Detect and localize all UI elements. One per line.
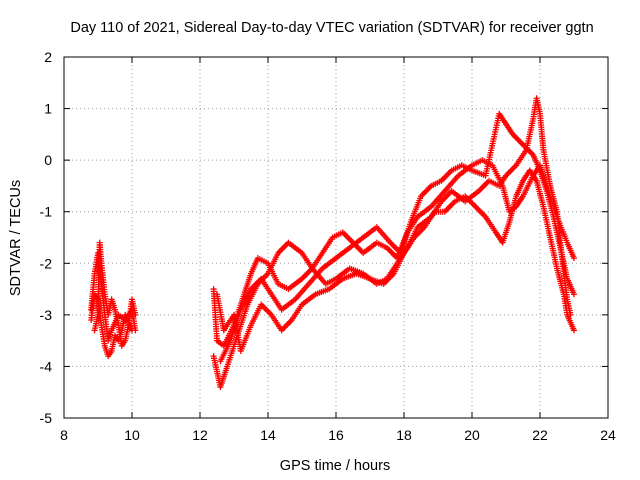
- x-tick-label: 22: [532, 427, 548, 443]
- data-points: [88, 95, 577, 391]
- data-point: [132, 311, 139, 318]
- chart-title: Day 110 of 2021, Sidereal Day-to-day VTE…: [70, 20, 593, 36]
- y-tick-label: -5: [40, 410, 53, 426]
- data-point: [571, 327, 577, 334]
- x-tick-label: 18: [396, 427, 412, 443]
- x-tick-label: 14: [260, 427, 276, 443]
- y-axis-label: SDTVAR / TECUs: [8, 180, 24, 296]
- y-tick-label: -4: [40, 358, 53, 374]
- data-point: [571, 255, 577, 262]
- y-tick-label: -2: [40, 255, 53, 271]
- data-point: [571, 291, 577, 298]
- y-axis-ticks: -5 -4 -3 -2 -1 0 1 2: [40, 49, 608, 426]
- x-tick-label: 16: [328, 427, 344, 443]
- x-axis-label: GPS time / hours: [280, 458, 390, 474]
- y-tick-label: -3: [40, 307, 53, 323]
- data-point: [129, 327, 135, 334]
- y-tick-label: -1: [40, 204, 53, 220]
- y-tick-label: 2: [44, 49, 52, 65]
- x-axis-ticks: 8 10 12 14 16 18 20 22 24: [60, 57, 616, 443]
- y-tick-label: 0: [44, 152, 52, 168]
- x-tick-label: 10: [124, 427, 140, 443]
- gridlines: [64, 57, 608, 418]
- y-tick-label: 1: [44, 101, 52, 117]
- x-tick-label: 12: [192, 427, 208, 443]
- x-tick-label: 20: [464, 427, 480, 443]
- x-tick-label: 8: [60, 427, 68, 443]
- x-tick-label: 24: [600, 427, 616, 443]
